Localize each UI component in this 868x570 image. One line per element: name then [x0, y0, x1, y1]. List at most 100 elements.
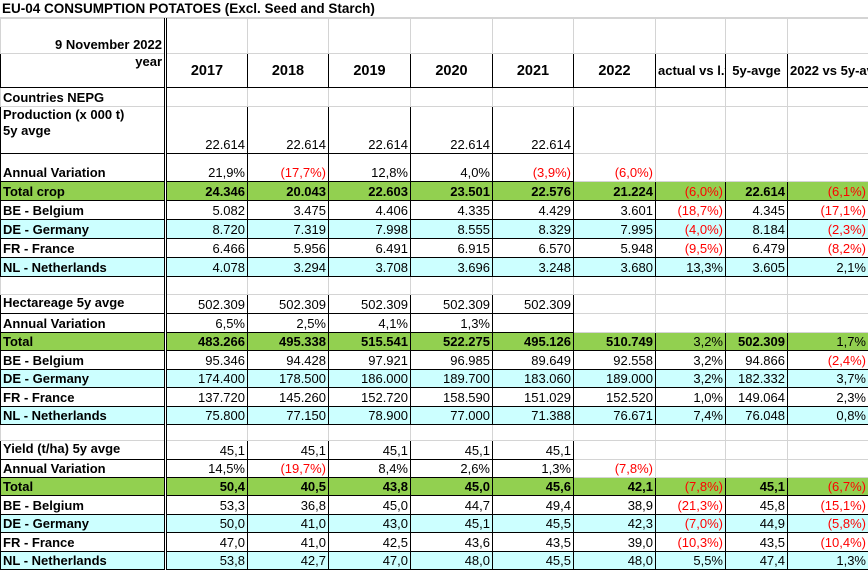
- cell-actual-vs-ly[interactable]: [656, 277, 726, 295]
- cell-2022-vs-5y-avge[interactable]: 3,7%: [788, 369, 868, 388]
- cell-5y-avge[interactable]: 22.614: [726, 182, 788, 201]
- cell-2022[interactable]: 42,1: [574, 478, 656, 496]
- cell-2018[interactable]: 20.043: [248, 182, 329, 201]
- cell-2021[interactable]: 45,5: [493, 551, 574, 570]
- cell-2022-vs-5y-avge[interactable]: (8,2%): [788, 239, 868, 258]
- cell-2017[interactable]: 95.346: [166, 351, 248, 370]
- cell-2021[interactable]: 1,3%: [493, 460, 574, 478]
- cell-actual-vs-ly[interactable]: 5,5%: [656, 551, 726, 570]
- row-label[interactable]: Annual Variation: [1, 314, 166, 333]
- cell-2021[interactable]: 495.126: [493, 333, 574, 351]
- cell-5y-avge[interactable]: 3.605: [726, 258, 788, 277]
- cell-2021[interactable]: 45,6: [493, 478, 574, 496]
- cell-2020[interactable]: 158.590: [411, 388, 493, 407]
- cell-2019[interactable]: 47,0: [329, 551, 411, 570]
- cell-2019[interactable]: 97.921: [329, 351, 411, 370]
- cell-5y-avge[interactable]: [726, 88, 788, 107]
- cell-2018[interactable]: 178.500: [248, 369, 329, 388]
- cell-2020[interactable]: 4,0%: [411, 154, 493, 182]
- cell-2022-vs-5y-avge[interactable]: (6,7%): [788, 478, 868, 496]
- cell-2017[interactable]: [166, 277, 248, 295]
- cell-5y-avge[interactable]: 45,8: [726, 496, 788, 515]
- row-label[interactable]: Hectareage 5y avge: [1, 295, 166, 314]
- cell-2017[interactable]: 174.400: [166, 369, 248, 388]
- cell-5y-avge[interactable]: [726, 277, 788, 295]
- cell-actual-vs-ly[interactable]: (10,3%): [656, 533, 726, 552]
- row-label[interactable]: FR - France: [1, 239, 166, 258]
- cell-2022[interactable]: 5.948: [574, 239, 656, 258]
- cell-2022-vs-5y-avge[interactable]: (2,3%): [788, 220, 868, 239]
- cell-2019[interactable]: 12,8%: [329, 154, 411, 182]
- cell-5y-avge[interactable]: 45,1: [726, 478, 788, 496]
- cell-2018[interactable]: 42,7: [248, 551, 329, 570]
- cell-actual-vs-ly[interactable]: 1,0%: [656, 388, 726, 407]
- cell-2020[interactable]: [411, 88, 493, 107]
- cell-2022[interactable]: [574, 277, 656, 295]
- row-label[interactable]: Total: [1, 333, 166, 351]
- cell-2021[interactable]: 3.248: [493, 258, 574, 277]
- cell-5y-avge[interactable]: [726, 441, 788, 460]
- cell-2019[interactable]: 45,0: [329, 496, 411, 515]
- cell-2020[interactable]: 96.985: [411, 351, 493, 370]
- cell-2022[interactable]: 7.995: [574, 220, 656, 239]
- cell-2022[interactable]: 48,0: [574, 551, 656, 570]
- cell-actual-vs-ly[interactable]: (21,3%): [656, 496, 726, 515]
- cell-2018[interactable]: 7.319: [248, 220, 329, 239]
- cell-5y-avge[interactable]: [726, 154, 788, 182]
- cell-2017[interactable]: 21,9%: [166, 154, 248, 182]
- cell-2019[interactable]: 7.998: [329, 220, 411, 239]
- cell-2021[interactable]: 6.570: [493, 239, 574, 258]
- cell-2021[interactable]: 45,5: [493, 514, 574, 533]
- cell-2019[interactable]: 22.603: [329, 182, 411, 201]
- cell-5y-avge[interactable]: 4.345: [726, 201, 788, 220]
- row-label[interactable]: BE - Belgium: [1, 201, 166, 220]
- cell-2018[interactable]: 36,8: [248, 496, 329, 515]
- cell-2019[interactable]: 515.541: [329, 333, 411, 351]
- row-label[interactable]: [1, 277, 166, 295]
- cell-2020[interactable]: 522.275: [411, 333, 493, 351]
- cell-2019[interactable]: 22.614: [329, 107, 411, 154]
- cell-2019[interactable]: [329, 425, 411, 441]
- cell-2022[interactable]: [574, 88, 656, 107]
- cell-actual-vs-ly[interactable]: 3,2%: [656, 333, 726, 351]
- cell-2021[interactable]: [493, 425, 574, 441]
- cell-2018[interactable]: 2,5%: [248, 314, 329, 333]
- cell-2022-vs-5y-avge[interactable]: 2,1%: [788, 258, 868, 277]
- cell-2019[interactable]: 152.720: [329, 388, 411, 407]
- cell-2019[interactable]: 502.309: [329, 295, 411, 314]
- cell-2017[interactable]: 483.266: [166, 333, 248, 351]
- cell-2020[interactable]: 22.614: [411, 107, 493, 154]
- cell-2022-vs-5y-avge[interactable]: [788, 107, 868, 154]
- cell-2022-vs-5y-avge[interactable]: 1,7%: [788, 333, 868, 351]
- cell-5y-avge[interactable]: [726, 460, 788, 478]
- cell-2017[interactable]: 50,0: [166, 514, 248, 533]
- cell-2019[interactable]: 45,1: [329, 441, 411, 460]
- cell-2019[interactable]: 8,4%: [329, 460, 411, 478]
- cell-2022-vs-5y-avge[interactable]: [788, 277, 868, 295]
- cell-2020[interactable]: 45,0: [411, 478, 493, 496]
- row-label[interactable]: FR - France: [1, 388, 166, 407]
- cell-5y-avge[interactable]: [726, 425, 788, 441]
- cell-actual-vs-ly[interactable]: 7,4%: [656, 406, 726, 425]
- cell-2018[interactable]: 40,5: [248, 478, 329, 496]
- cell-2022[interactable]: 189.000: [574, 369, 656, 388]
- cell-2021[interactable]: 22.614: [493, 107, 574, 154]
- cell-2018[interactable]: 145.260: [248, 388, 329, 407]
- cell-2017[interactable]: 24.346: [166, 182, 248, 201]
- cell-2018[interactable]: (19,7%): [248, 460, 329, 478]
- cell-actual-vs-ly[interactable]: [656, 107, 726, 154]
- cell-2018[interactable]: 3.475: [248, 201, 329, 220]
- cell-2021[interactable]: 22.576: [493, 182, 574, 201]
- cell-2022-vs-5y-avge[interactable]: (2,4%): [788, 351, 868, 370]
- cell-2022[interactable]: 39,0: [574, 533, 656, 552]
- cell-2022-vs-5y-avge[interactable]: [788, 460, 868, 478]
- cell-2019[interactable]: 42,5: [329, 533, 411, 552]
- cell-2019[interactable]: 6.491: [329, 239, 411, 258]
- cell-2020[interactable]: 3.696: [411, 258, 493, 277]
- cell-2021[interactable]: 71.388: [493, 406, 574, 425]
- cell-2019[interactable]: 43,0: [329, 514, 411, 533]
- cell-5y-avge[interactable]: 182.332: [726, 369, 788, 388]
- cell-2022[interactable]: 42,3: [574, 514, 656, 533]
- cell-5y-avge[interactable]: 8.184: [726, 220, 788, 239]
- cell-2018[interactable]: [248, 425, 329, 441]
